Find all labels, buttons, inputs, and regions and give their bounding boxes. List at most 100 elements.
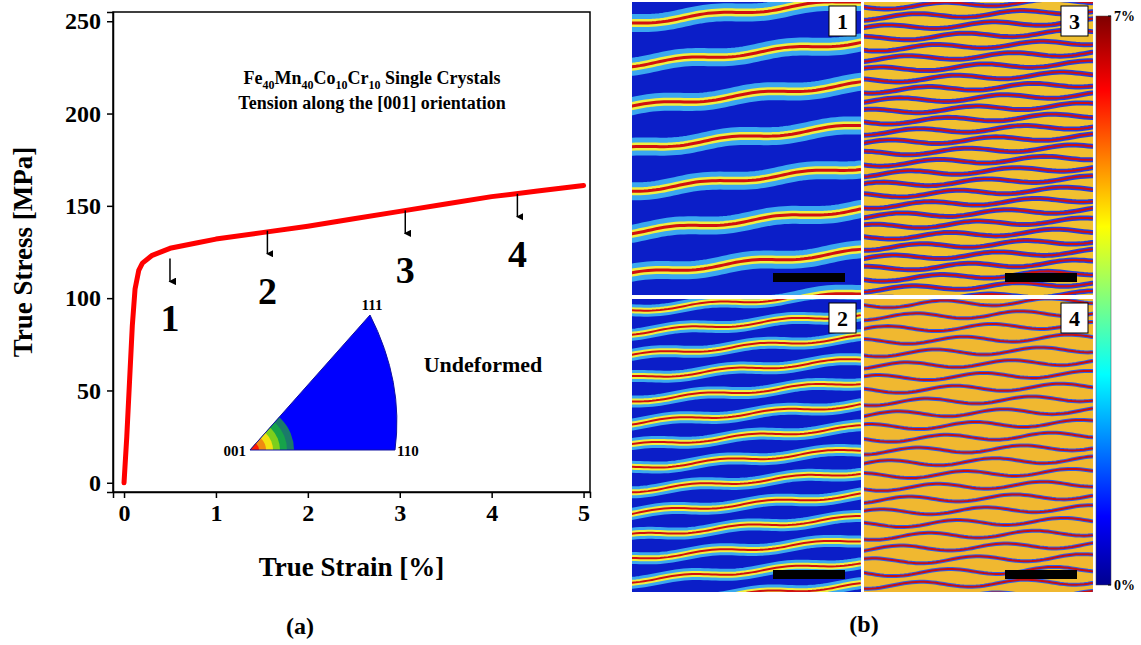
strain-band bbox=[864, 168, 1092, 177]
tick: 0 bbox=[119, 492, 131, 526]
ipf-label: 111 bbox=[362, 297, 383, 313]
strain-band bbox=[864, 420, 1092, 429]
strain-band bbox=[864, 156, 1092, 166]
strain-band bbox=[864, 168, 1092, 177]
tick-mark bbox=[107, 390, 113, 392]
strain-band bbox=[864, 283, 1092, 292]
strain-map bbox=[632, 299, 861, 592]
tick-label: 50 bbox=[77, 378, 101, 404]
strain-band bbox=[864, 2, 1092, 9]
tick-label: 250 bbox=[65, 8, 101, 34]
x-axis-title: True Strain [%] bbox=[259, 552, 444, 582]
strain-band bbox=[632, 43, 860, 67]
strain-band bbox=[864, 19, 1092, 29]
strain-band bbox=[864, 505, 1092, 514]
strain-band bbox=[864, 134, 1092, 143]
strain-band bbox=[864, 176, 1092, 186]
strain-band bbox=[632, 563, 860, 582]
plot-frame bbox=[113, 12, 590, 492]
strain-band bbox=[864, 41, 1092, 51]
strain-band bbox=[864, 114, 1092, 124]
strain-band bbox=[864, 360, 1092, 368]
strain-band bbox=[632, 249, 860, 272]
strain-band bbox=[864, 311, 1092, 320]
strain-band bbox=[864, 408, 1092, 416]
strain-band bbox=[632, 125, 860, 146]
annotation-arrow bbox=[405, 210, 407, 233]
strain-band bbox=[632, 335, 860, 355]
strain-band bbox=[864, 384, 1092, 393]
strain-band bbox=[632, 209, 860, 234]
strain-band bbox=[864, 554, 1092, 563]
strain-band bbox=[864, 72, 1092, 82]
map-label: 2 bbox=[837, 306, 848, 331]
strain-band bbox=[864, 61, 1092, 71]
strain-band bbox=[864, 249, 1092, 258]
strain-band bbox=[864, 11, 1092, 21]
strain-band bbox=[632, 43, 860, 67]
strain-band bbox=[864, 41, 1092, 51]
strain-band bbox=[864, 456, 1092, 465]
strain-band bbox=[864, 249, 1092, 258]
strain-band bbox=[864, 218, 1092, 228]
strain-band bbox=[864, 543, 1092, 551]
strain-band bbox=[632, 583, 860, 592]
chart-subtitle: Tension along the [001] orientation bbox=[238, 93, 505, 113]
strain-band bbox=[864, 103, 1092, 113]
tick-label: 4 bbox=[486, 500, 498, 526]
strain-band bbox=[864, 291, 1092, 295]
strain-band bbox=[864, 384, 1092, 393]
strain-band bbox=[632, 384, 860, 401]
strain-band bbox=[632, 249, 860, 272]
strain-band bbox=[864, 126, 1092, 136]
ipf-title: Undeformed bbox=[424, 352, 543, 377]
tick: 150 bbox=[65, 193, 113, 219]
strain-band bbox=[864, 347, 1092, 356]
strain-band bbox=[632, 315, 860, 335]
strain-band bbox=[632, 170, 860, 192]
colorbar-tick bbox=[1108, 585, 1111, 586]
strain-band bbox=[632, 359, 860, 376]
scale-bar bbox=[773, 570, 845, 579]
tick-label: 200 bbox=[65, 101, 101, 127]
annotation-label: 1 bbox=[160, 297, 179, 339]
strain-band bbox=[632, 494, 860, 514]
strain-band bbox=[864, 126, 1092, 136]
strain-band bbox=[864, 19, 1092, 29]
strain-band bbox=[864, 260, 1092, 270]
tick-label: 2 bbox=[302, 500, 314, 526]
strain-band bbox=[864, 198, 1092, 208]
tick-mark bbox=[107, 206, 113, 208]
strain-band bbox=[632, 125, 860, 146]
tick-label: 5 bbox=[578, 500, 590, 526]
strain-band bbox=[864, 229, 1092, 239]
strain-band bbox=[864, 52, 1092, 61]
map-label: 3 bbox=[1069, 9, 1080, 34]
strain-band bbox=[864, 311, 1092, 320]
strain-band bbox=[632, 170, 860, 192]
strain-band bbox=[632, 425, 860, 444]
tick-mark bbox=[583, 492, 585, 498]
map-label-box bbox=[829, 6, 856, 36]
tick-label: 150 bbox=[65, 193, 101, 219]
tick-label: 100 bbox=[65, 285, 101, 311]
annotation-arrow bbox=[517, 194, 519, 217]
strain-band bbox=[864, 554, 1092, 563]
strain-band bbox=[632, 335, 860, 355]
strain-band bbox=[864, 176, 1092, 186]
strain-band bbox=[864, 299, 1092, 308]
strain-band bbox=[864, 145, 1092, 155]
tick-label: 3 bbox=[394, 500, 406, 526]
strain-band bbox=[632, 474, 860, 492]
strain-band bbox=[864, 396, 1092, 405]
strain-band bbox=[864, 30, 1092, 40]
tick: 100 bbox=[65, 285, 113, 311]
strain-band bbox=[864, 229, 1092, 239]
stress-strain-curve bbox=[124, 186, 584, 483]
strain-band bbox=[864, 260, 1092, 270]
strain-band bbox=[864, 433, 1092, 442]
strain-band bbox=[864, 396, 1092, 405]
strain-band bbox=[864, 83, 1092, 93]
strain-band bbox=[864, 580, 1092, 589]
strain-band bbox=[864, 271, 1092, 281]
